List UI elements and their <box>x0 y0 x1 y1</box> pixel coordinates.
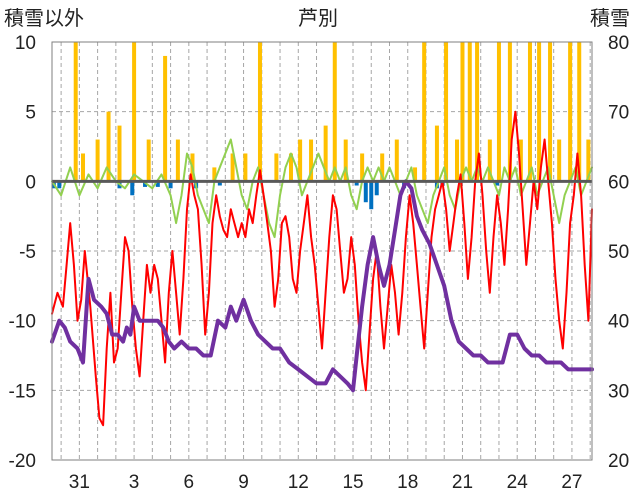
negative-bar <box>354 181 359 186</box>
snowfall-bar <box>537 42 542 182</box>
snowfall-bar <box>73 42 78 182</box>
y-tick-label-right: 80 <box>608 33 629 54</box>
snowfall-bar <box>434 125 439 182</box>
snowfall-bar <box>586 139 591 182</box>
snowfall-bar <box>360 153 365 182</box>
snowfall-bar <box>343 139 348 182</box>
x-tick-label: 12 <box>288 472 309 493</box>
negative-bar <box>374 181 379 196</box>
snowfall-bar <box>413 167 418 182</box>
y-tick-label-left: -20 <box>9 451 36 472</box>
snowfall-bar <box>455 139 459 182</box>
snowfall-bar <box>106 111 111 182</box>
snowfall-bar <box>332 42 337 182</box>
snowfall-bar <box>380 153 385 182</box>
plot-frame <box>51 41 593 461</box>
y-tick-label-right: 50 <box>608 242 629 263</box>
snowfall-bar <box>507 42 512 182</box>
y-tick-label-right: 60 <box>608 172 629 193</box>
y-tick-label-left: 0 <box>25 172 36 193</box>
snowfall-bar <box>243 153 248 182</box>
snowfall-bar <box>309 139 314 182</box>
x-tick-label: 24 <box>507 472 529 493</box>
snowfall-bar <box>298 139 303 182</box>
snowfall-bar <box>460 42 465 182</box>
line-series <box>50 110 594 427</box>
negative-bar <box>363 181 368 203</box>
negative-bar <box>168 181 173 189</box>
snowfall-bar <box>394 139 399 182</box>
y-tick-label-left: -15 <box>9 381 36 402</box>
temperature-line <box>51 110 593 427</box>
negative-bar <box>495 181 500 186</box>
y-tick-label-right: 30 <box>608 381 629 402</box>
snowfall-bar <box>496 42 501 182</box>
snowfall-bar <box>117 125 122 182</box>
y-tick-label-left: 10 <box>15 33 36 54</box>
snowfall-bar <box>81 153 86 182</box>
snowfall-bar <box>518 139 523 182</box>
y-tick-label-right: 20 <box>608 451 629 472</box>
x-tick-label: 27 <box>561 472 582 493</box>
y-tick-label-right: 40 <box>608 312 629 333</box>
left-axis-title: 積雪以外 <box>4 8 84 30</box>
snowfall-bar <box>568 42 573 182</box>
x-tick-label: 15 <box>342 472 363 493</box>
y-tick-label-left: -10 <box>9 312 36 333</box>
chart-title: 芦別 <box>298 8 338 30</box>
negative-bar <box>130 181 135 196</box>
snowfall-bar <box>467 42 472 182</box>
snowfall-bar <box>577 42 582 182</box>
y-tick-label-right: 70 <box>608 103 629 124</box>
snowfall-bar <box>475 42 480 182</box>
snowfall-bar <box>444 42 449 182</box>
negative-bar <box>155 181 160 187</box>
x-tick-label: 3 <box>129 472 140 493</box>
snowfall-bar <box>288 153 293 182</box>
snowfall-bar <box>323 125 328 182</box>
negative-bar <box>217 181 222 186</box>
snowfall-bar <box>527 42 532 182</box>
snowfall-bar <box>212 167 217 182</box>
snowfall-bar <box>487 139 492 182</box>
x-tick-label: 31 <box>69 472 90 493</box>
negative-bar <box>143 181 148 187</box>
x-tick-label: 9 <box>238 472 249 493</box>
snowfall-bar <box>257 42 262 182</box>
snowfall-bar <box>146 139 151 182</box>
snowfall-bar <box>95 139 100 182</box>
x-tick-label: 21 <box>452 472 473 493</box>
x-tick-label: 6 <box>184 472 195 493</box>
snowfall-bar <box>163 55 168 182</box>
snowfall-bar <box>175 139 180 182</box>
snow-depth-line <box>50 179 594 393</box>
snowfall-bar <box>422 42 427 182</box>
snowfall-bar <box>230 153 235 182</box>
snowfall-bar <box>548 42 553 182</box>
negative-bar <box>369 181 374 210</box>
y-tick-label-left: -5 <box>19 242 36 263</box>
snowfall-bar <box>132 42 137 182</box>
y-tick-label-left: 5 <box>25 103 36 124</box>
negative-bar <box>57 181 62 189</box>
x-tick-label: 18 <box>397 472 418 493</box>
right-axis-title: 積雪 <box>590 8 630 30</box>
snowfall-bar <box>274 153 279 182</box>
snowfall-bar <box>557 139 562 182</box>
grid <box>52 42 592 460</box>
